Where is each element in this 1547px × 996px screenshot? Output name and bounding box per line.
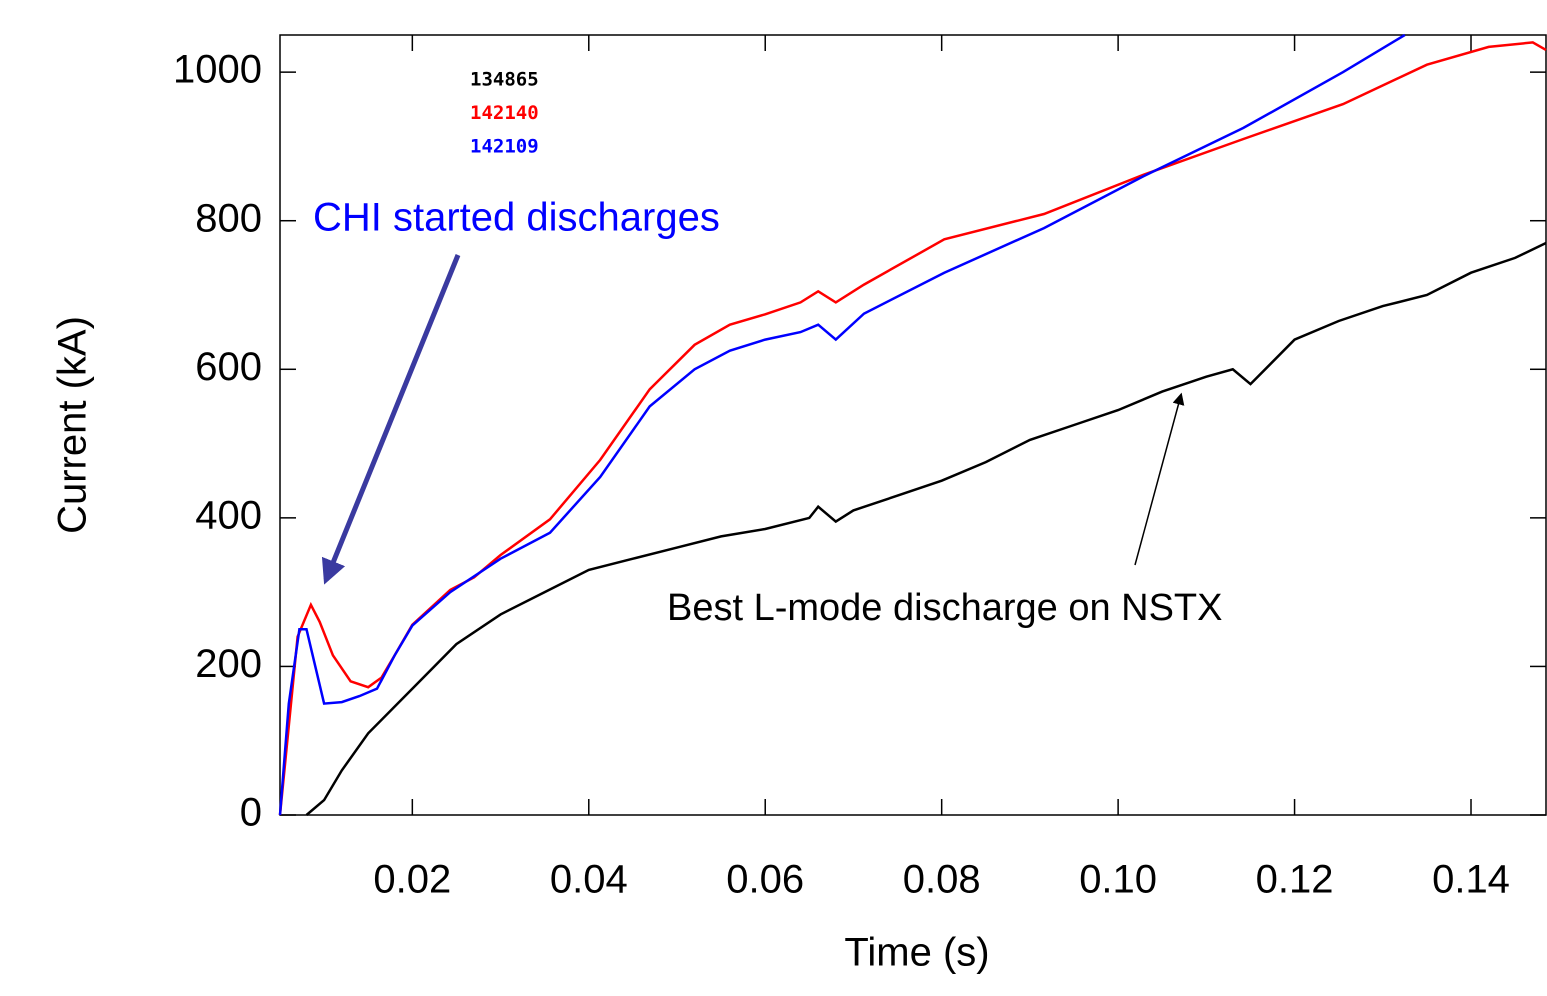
annotation-arrow [1134, 392, 1185, 566]
y-tick-label: 200 [195, 642, 262, 686]
legend-entry: 134865 [470, 69, 539, 91]
x-tick-label: 0.02 [373, 858, 451, 902]
x-tick-label: 0.10 [1079, 858, 1157, 902]
y-tick-label: 600 [195, 345, 262, 389]
y-tick-label: 400 [195, 493, 262, 537]
y-tick-label: 0 [240, 791, 262, 835]
x-tick-label: 0.06 [726, 858, 804, 902]
x-tick-label: 0.04 [550, 858, 628, 902]
annotation: CHI started discharges [313, 196, 720, 240]
x-tick-label: 0.08 [903, 858, 981, 902]
legend-entry: 142109 [470, 136, 539, 158]
series-line [278, 33, 1406, 816]
plot-frame [279, 34, 1547, 816]
series-line [305, 241, 1547, 816]
x-axis-label: Time (s) [844, 931, 989, 975]
x-tick-label: 0.12 [1256, 858, 1334, 902]
y-axis-label: Current (kA) [51, 316, 95, 534]
series-line [278, 41, 1547, 816]
x-tick-label: 0.14 [1432, 858, 1510, 902]
annotation-arrow [321, 254, 461, 585]
annotation: Best L-mode discharge on NSTX [667, 587, 1223, 629]
legend-entry: 142140 [470, 102, 539, 124]
y-tick-label: 800 [195, 196, 262, 240]
y-tick-label: 1000 [173, 48, 262, 92]
